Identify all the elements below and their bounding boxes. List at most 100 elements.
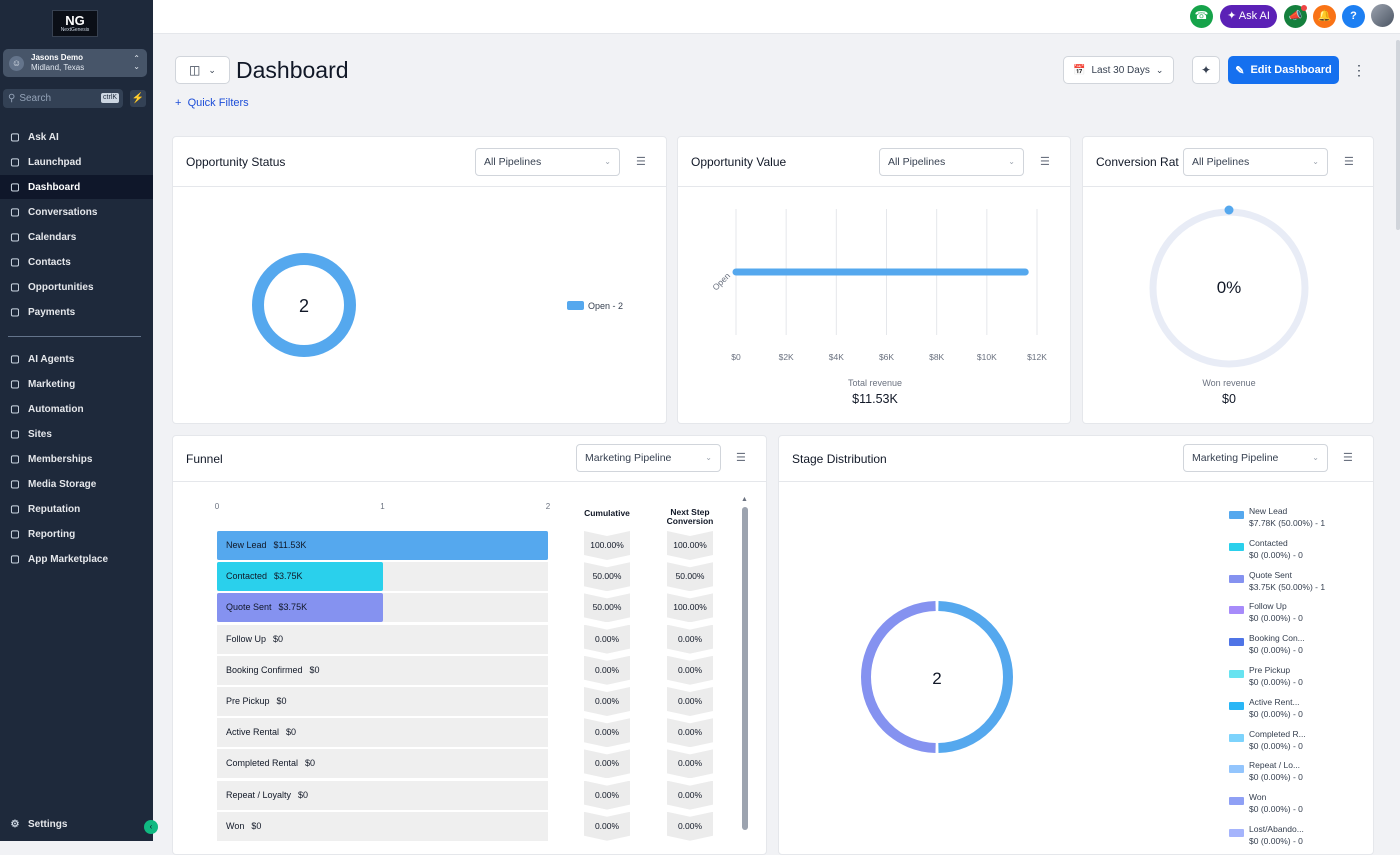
account-switcher[interactable]: ☺ Jasons Demo Midland, Texas ⌃ ⌄ bbox=[3, 49, 147, 77]
legend-name: Active Rent... bbox=[1249, 696, 1300, 707]
funnel-stage-label: Booking Confirmed $0 bbox=[226, 665, 320, 675]
sidebar-item-ai-agents[interactable]: ▢ AI Agents bbox=[0, 347, 153, 371]
legend-name: Follow Up bbox=[1249, 601, 1287, 612]
sidebar-item-label: Sites bbox=[28, 428, 52, 440]
plus-icon: + bbox=[175, 97, 182, 109]
funnel-row-booking-confirmed[interactable]: Booking Confirmed $0 bbox=[217, 655, 548, 685]
sidebar-item-automation[interactable]: ▢ Automation bbox=[0, 397, 153, 421]
date-range-select[interactable]: 📅 Last 30 Days ⌄ bbox=[1063, 56, 1174, 84]
sidebar-item-marketing[interactable]: ▢ Marketing bbox=[0, 372, 153, 396]
sidebar-item-conversations[interactable]: ▢ Conversations bbox=[0, 200, 153, 224]
grid-icon: ▢ bbox=[10, 181, 20, 193]
donut-center-value: 2 bbox=[932, 669, 941, 688]
legend-item[interactable]: Quote Sent $3.75K (50.00%) - 1 bbox=[1229, 569, 1339, 597]
opportunity-status-card: Opportunity Status All Pipelines ⌄ ☰ 2 O… bbox=[172, 136, 667, 424]
page-scrollbar[interactable] bbox=[1396, 40, 1400, 230]
filter-settings-icon[interactable]: ☰ bbox=[636, 156, 646, 168]
sidebar-item-sites[interactable]: ▢ Sites bbox=[0, 422, 153, 446]
help-icon[interactable]: ? bbox=[1342, 5, 1365, 28]
sidebar-item-launchpad[interactable]: ▢ Launchpad bbox=[0, 150, 153, 174]
legend-item[interactable]: Repeat / Lo... $0 (0.00%) - 0 bbox=[1229, 759, 1339, 787]
funnel-row-repeat-loyalty[interactable]: Repeat / Loyalty $0 bbox=[217, 780, 548, 810]
bell-icon[interactable]: 🔔 bbox=[1313, 5, 1336, 28]
legend-item[interactable]: Lost/Abando... $0 (0.00%) - 0 bbox=[1229, 823, 1339, 851]
legend-item[interactable]: Contacted $0 (0.00%) - 0 bbox=[1229, 537, 1339, 565]
y-category-label: Open bbox=[710, 270, 732, 292]
sidebar-item-memberships[interactable]: ▢ Memberships bbox=[0, 447, 153, 471]
donut-slice-new-lead[interactable] bbox=[938, 601, 1014, 753]
donut-slice-quote-sent[interactable] bbox=[860, 601, 936, 753]
legend-item[interactable]: Booking Con... $0 (0.00%) - 0 bbox=[1229, 632, 1339, 660]
sidebar-item-app-marketplace[interactable]: ▢ App Marketplace bbox=[0, 547, 153, 571]
phone-icon[interactable]: ☎ bbox=[1190, 5, 1213, 28]
funnel-row-completed-rental[interactable]: Completed Rental $0 bbox=[217, 749, 548, 779]
funnel-row-pre-pickup[interactable]: Pre Pickup $0 bbox=[217, 687, 548, 716]
filter-settings-icon[interactable]: ☰ bbox=[1343, 452, 1353, 464]
dashboard-switcher-button[interactable]: ◫ ⌄ bbox=[175, 56, 230, 84]
card-title: Stage Distribution bbox=[792, 452, 887, 466]
x-tick-label: $10K bbox=[977, 352, 997, 362]
collapse-sidebar-button[interactable]: ‹ bbox=[144, 820, 158, 834]
sidebar-item-ask-ai[interactable]: ▢ Ask AI bbox=[0, 125, 153, 149]
quick-filters-link[interactable]: + Quick Filters bbox=[175, 97, 249, 109]
chevron-down-icon: ⌄ bbox=[208, 64, 216, 75]
sidebar-item-opportunities[interactable]: ▢ Opportunities bbox=[0, 275, 153, 299]
sidebar-item-media-storage[interactable]: ▢ Media Storage bbox=[0, 472, 153, 496]
legend-swatch bbox=[1229, 733, 1244, 742]
opportunities-icon: ▢ bbox=[10, 281, 20, 293]
sidebar-item-reporting[interactable]: ▢ Reporting bbox=[0, 522, 153, 546]
scroll-up-icon[interactable]: ▲ bbox=[741, 496, 748, 503]
funnel-x-tick: 1 bbox=[380, 502, 385, 511]
legend-item[interactable]: Pre Pickup $0 (0.00%) - 0 bbox=[1229, 664, 1339, 692]
legend-item[interactable]: Active Rent... $0 (0.00%) - 0 bbox=[1229, 696, 1339, 724]
legend-swatch bbox=[1229, 701, 1244, 710]
filter-settings-icon[interactable]: ☰ bbox=[1040, 156, 1050, 168]
chevron-down-icon: ⌄ bbox=[705, 453, 712, 462]
quick-action-bolt-icon[interactable]: ⚡ bbox=[130, 90, 146, 107]
conversion-rate-gauge: 0% bbox=[1149, 205, 1309, 368]
sidebar-item-settings[interactable]: ⚙ Settings bbox=[0, 812, 153, 836]
pipeline-select[interactable]: All Pipelines ⌄ bbox=[1183, 148, 1328, 176]
ask-ai-top-button[interactable]: ✦ Ask AI bbox=[1220, 5, 1277, 28]
contacts-icon: ▢ bbox=[10, 256, 20, 268]
edit-dashboard-button[interactable]: ✎ Edit Dashboard bbox=[1228, 56, 1339, 84]
pipeline-select[interactable]: All Pipelines ⌄ bbox=[879, 148, 1024, 176]
funnel-row-won[interactable]: Won $0 bbox=[217, 811, 548, 841]
sidebar-item-dashboard[interactable]: ▢ Dashboard bbox=[0, 175, 153, 199]
legend-swatch bbox=[1229, 511, 1244, 519]
legend-item[interactable]: New Lead $7.78K (50.00%) - 1 bbox=[1229, 505, 1339, 533]
legend-item[interactable]: Won $0 (0.00%) - 0 bbox=[1229, 791, 1339, 819]
more-options-icon[interactable]: ⋮ bbox=[1352, 62, 1366, 78]
chevron-down-icon: ⌄ bbox=[1008, 157, 1015, 166]
pipeline-select[interactable]: Marketing Pipeline ⌄ bbox=[576, 444, 721, 472]
pipeline-select[interactable]: Marketing Pipeline ⌄ bbox=[1183, 444, 1328, 472]
sidebar-item-reputation[interactable]: ▢ Reputation bbox=[0, 497, 153, 521]
card-title: Opportunity Value bbox=[691, 155, 787, 169]
legend-item[interactable]: Follow Up $0 (0.00%) - 0 bbox=[1229, 600, 1339, 628]
funnel-scrollbar[interactable] bbox=[742, 507, 748, 830]
funnel-row-follow-up[interactable]: Follow Up $0 bbox=[217, 624, 548, 654]
next-step-conversion-header: Next Step Conversion bbox=[663, 508, 717, 526]
legend-item[interactable]: Completed R... $0 (0.00%) - 0 bbox=[1229, 728, 1339, 756]
user-avatar[interactable] bbox=[1371, 4, 1394, 27]
quick-filters-label: Quick Filters bbox=[187, 97, 249, 109]
magic-wand-icon[interactable]: ✦ bbox=[1192, 56, 1220, 84]
search-input[interactable]: ⚲ Search ctrlK bbox=[3, 89, 123, 108]
pipeline-select[interactable]: All Pipelines ⌄ bbox=[475, 148, 620, 176]
filter-settings-icon[interactable]: ☰ bbox=[1344, 156, 1354, 168]
brand-logo[interactable]: NG NextGenesis bbox=[52, 10, 98, 37]
sidebar-item-calendars[interactable]: ▢ Calendars bbox=[0, 225, 153, 249]
funnel-row-active-rental[interactable]: Active Rental $0 bbox=[217, 718, 548, 748]
funnel-row-new-lead[interactable]: New Lead $11.53K bbox=[217, 531, 548, 560]
megaphone-icon[interactable]: 📣 bbox=[1284, 5, 1307, 28]
filter-settings-icon[interactable]: ☰ bbox=[736, 452, 746, 464]
funnel-row-quote-sent[interactable]: Quote Sent $3.75K bbox=[217, 593, 548, 623]
legend-text: Booking Con... $0 (0.00%) - 0 bbox=[1249, 632, 1305, 656]
sidebar-item-payments[interactable]: ▢ Payments bbox=[0, 300, 153, 324]
cumulative-header: Cumulative bbox=[584, 508, 630, 518]
legend-text: Pre Pickup $0 (0.00%) - 0 bbox=[1249, 664, 1303, 688]
sparkle-icon: ▢ bbox=[10, 131, 20, 143]
sidebar-item-contacts[interactable]: ▢ Contacts bbox=[0, 250, 153, 274]
funnel-row-contacted[interactable]: Contacted $3.75K bbox=[217, 562, 548, 592]
sidebar-item-label: Reporting bbox=[28, 528, 76, 540]
